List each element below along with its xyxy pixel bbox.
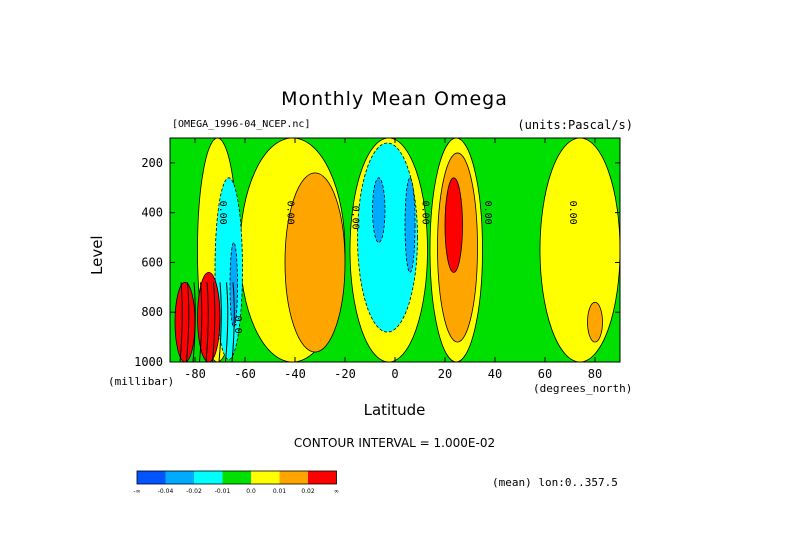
contour-label: 0.0 [232, 316, 243, 334]
contour-region-red [444, 177, 463, 273]
dense-contour-line [231, 282, 235, 362]
colorbar-label: 0.02 [301, 488, 315, 495]
dataset-label: [OMEGA_1996-04_NCEP.nc] [172, 119, 311, 130]
y-axis-units: (millibar) [108, 375, 175, 388]
contour-region-orange [284, 172, 346, 353]
colorbar-label: -0.04 [158, 488, 174, 495]
x-axis-units: (degrees_north) [533, 382, 633, 395]
units-label: (units:Pascal/s) [517, 118, 633, 132]
dense-contour-line [225, 282, 229, 362]
x-tick-label: 0 [391, 367, 398, 381]
contour-region-cyan [357, 142, 418, 333]
contour-region-yellow [539, 138, 620, 362]
contour-region-blue [229, 242, 238, 328]
colorbar-swatch [165, 471, 194, 484]
dense-contour-line [218, 282, 222, 362]
dense-contour-line [205, 282, 209, 362]
contour-region-blue [372, 177, 386, 243]
colorbar-label: 0.01 [273, 488, 287, 495]
x-tick-label: 40 [488, 367, 502, 381]
colorbar-label: ∞ [334, 488, 339, 495]
colorbar-swatch [251, 471, 280, 484]
dense-contour-line [192, 282, 196, 362]
y-tick-label: 600 [141, 255, 163, 269]
colorbar-swatch [308, 471, 337, 484]
y-tick-label: 200 [141, 156, 163, 170]
x-axis-label: Latitude [363, 401, 426, 419]
mean-longitude-label: (mean) lon:0..357.5 [492, 476, 618, 489]
y-tick-label: 400 [141, 206, 163, 220]
contour-label: 0.00 [420, 201, 431, 225]
colorbar-label: 0.0 [246, 488, 256, 495]
dense-contour-line [199, 282, 203, 362]
contour-label: 0.00 [217, 201, 228, 225]
colorbar-label: -∞ [133, 488, 140, 495]
colorbar-swatch [194, 471, 223, 484]
contour-region-orange [587, 301, 603, 343]
contour-label: 0.00 [285, 201, 296, 225]
colorbar-swatch [222, 471, 251, 484]
x-tick-label: 60 [538, 367, 552, 381]
dense-contour-line [179, 282, 183, 362]
x-tick-label: 20 [438, 367, 452, 381]
dense-contour-line [212, 282, 216, 362]
x-tick-label: -80 [184, 367, 206, 381]
contour-region-blue [404, 177, 416, 273]
colorbar-swatch [137, 471, 166, 484]
x-tick-label: -40 [284, 367, 306, 381]
contour-label: 0.00 [567, 201, 578, 225]
y-tick-label: 800 [141, 305, 163, 319]
colorbar-frame [136, 470, 337, 485]
contour-label: 0.00 [350, 206, 361, 230]
contour-region-red [174, 281, 196, 362]
y-tick-label: 1000 [134, 355, 163, 369]
dense-contour-line [186, 282, 190, 362]
contour-label: 0.00 [482, 201, 493, 225]
x-tick-label: -60 [234, 367, 256, 381]
contour-interval-label: CONTOUR INTERVAL = 1.000E-02 [293, 436, 496, 450]
x-tick-label: -20 [334, 367, 356, 381]
colorbar-swatch [279, 471, 308, 484]
colorbar-label: -0.02 [186, 488, 202, 495]
colorbar-label: -0.01 [215, 488, 231, 495]
contour-fill-group [170, 138, 620, 362]
x-tick-label: 80 [588, 367, 602, 381]
chart-title: Monthly Mean Omega [281, 88, 508, 110]
